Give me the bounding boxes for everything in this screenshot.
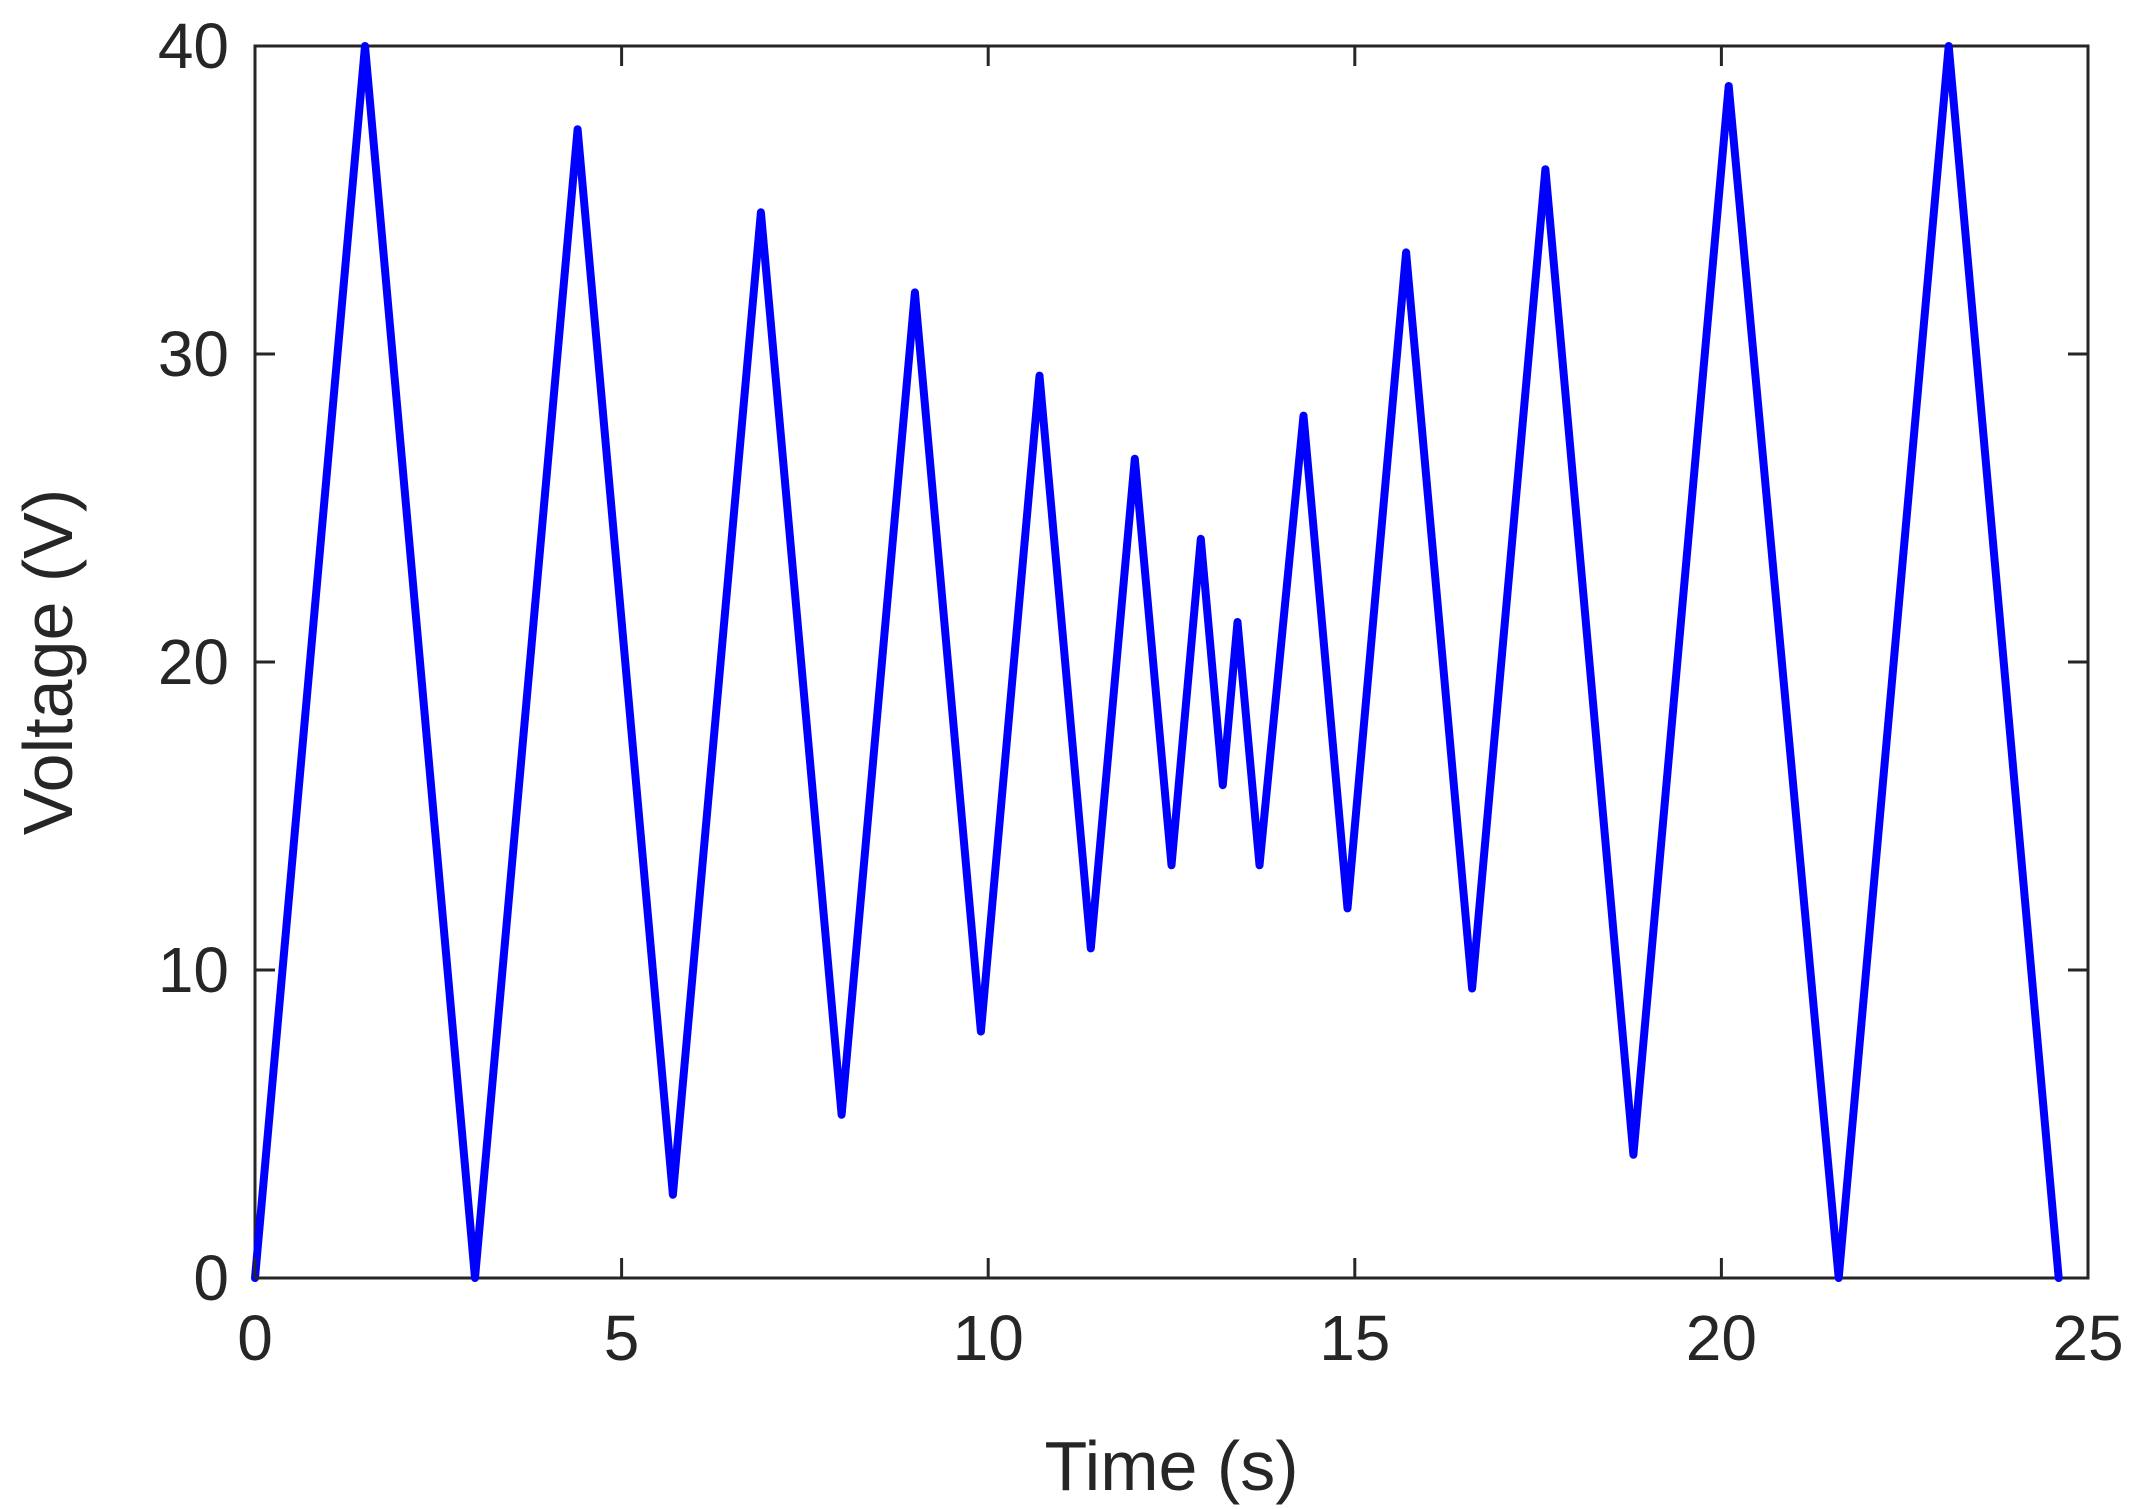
y-axis-label: Voltage (V) — [9, 489, 87, 835]
y-tick-label: 10 — [158, 934, 229, 1006]
y-tick-label: 20 — [158, 626, 229, 698]
axis-ticks — [253, 44, 2090, 1280]
x-axis-label: Time (s) — [1044, 1427, 1298, 1505]
y-tick-label: 30 — [158, 318, 229, 390]
x-tick-label: 0 — [237, 1302, 273, 1374]
x-tick-label: 25 — [2052, 1302, 2123, 1374]
x-tick-label: 10 — [953, 1302, 1024, 1374]
x-tick-label: 5 — [604, 1302, 640, 1374]
x-tick-label: 15 — [1319, 1302, 1390, 1374]
y-tick-label: 40 — [158, 10, 229, 82]
tick-labels: 0 5 10 15 20 25 0 10 20 30 40 — [158, 10, 2124, 1374]
y-tick-label: 0 — [193, 1242, 229, 1314]
x-tick-label: 20 — [1686, 1302, 1757, 1374]
plot-area — [251, 42, 2090, 1282]
series-line-0 — [251, 42, 2063, 1282]
